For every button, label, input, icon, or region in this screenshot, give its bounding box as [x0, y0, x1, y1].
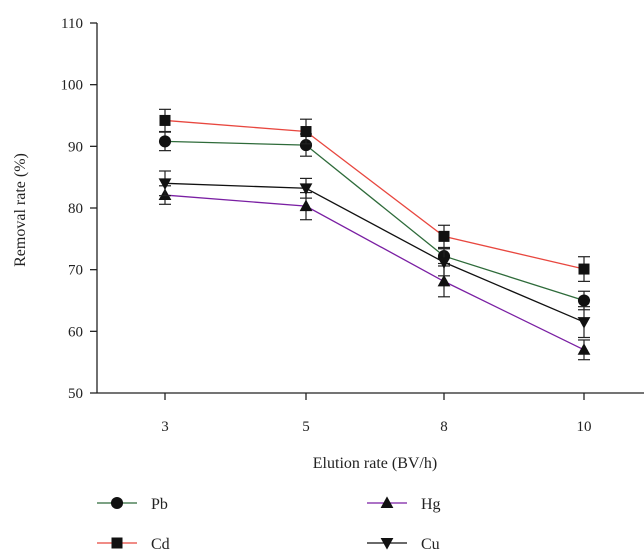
legend-label: Cu [421, 536, 440, 552]
series-cd [159, 108, 590, 282]
data-point [577, 343, 591, 355]
legend: Pb Cd Hg Cu [97, 496, 441, 552]
data-point [578, 263, 590, 275]
legend-item-cd: Cd [97, 536, 170, 552]
y-tick-label: 110 [61, 16, 83, 32]
y-tick-label: 100 [61, 78, 84, 94]
x-tick-label: 8 [440, 419, 448, 435]
legend-label: Hg [421, 496, 441, 513]
data-point [299, 199, 313, 212]
y-tick-label: 70 [68, 263, 83, 279]
legend-marker [111, 537, 123, 549]
legend-item-hg: Hg [367, 496, 441, 513]
data-point [159, 114, 171, 126]
y-tick-label: 60 [68, 324, 83, 340]
legend-marker [380, 496, 394, 508]
data-point [577, 317, 591, 329]
series-line [164, 182, 585, 323]
y-axis: 50 60 70 80 90 100 110 [61, 16, 98, 402]
data-point [300, 126, 312, 138]
series-hg [158, 185, 591, 361]
x-tick-label: 3 [161, 419, 169, 435]
data-point [299, 183, 313, 195]
x-axis: 3 5 8 10 [97, 392, 644, 435]
data-point [437, 257, 451, 269]
legend-label: Pb [151, 496, 168, 513]
series-pb [158, 131, 591, 311]
legend-item-cu: Cu [367, 536, 440, 552]
data-point [158, 178, 172, 190]
series-line [164, 119, 585, 270]
x-tick-label: 5 [302, 419, 310, 435]
series-line [164, 194, 585, 351]
legend-marker [380, 538, 394, 550]
data-point [437, 274, 451, 287]
y-tick-label: 90 [68, 139, 83, 155]
data-point [438, 230, 450, 242]
y-axis-label: Removal rate (%) [12, 153, 29, 267]
y-tick-label: 80 [68, 201, 83, 217]
data-point [577, 294, 591, 307]
series-cu [158, 170, 591, 339]
legend-item-pb: Pb [97, 496, 168, 513]
data-point [299, 139, 313, 152]
y-tick-label: 50 [68, 386, 83, 402]
plot-area [158, 108, 591, 361]
x-axis-label: Elution rate (BV/h) [313, 455, 437, 472]
x-tick-label: 10 [577, 419, 592, 435]
legend-label: Cd [151, 536, 170, 552]
data-point [158, 135, 172, 148]
legend-marker [110, 496, 124, 510]
series-line [164, 140, 585, 302]
